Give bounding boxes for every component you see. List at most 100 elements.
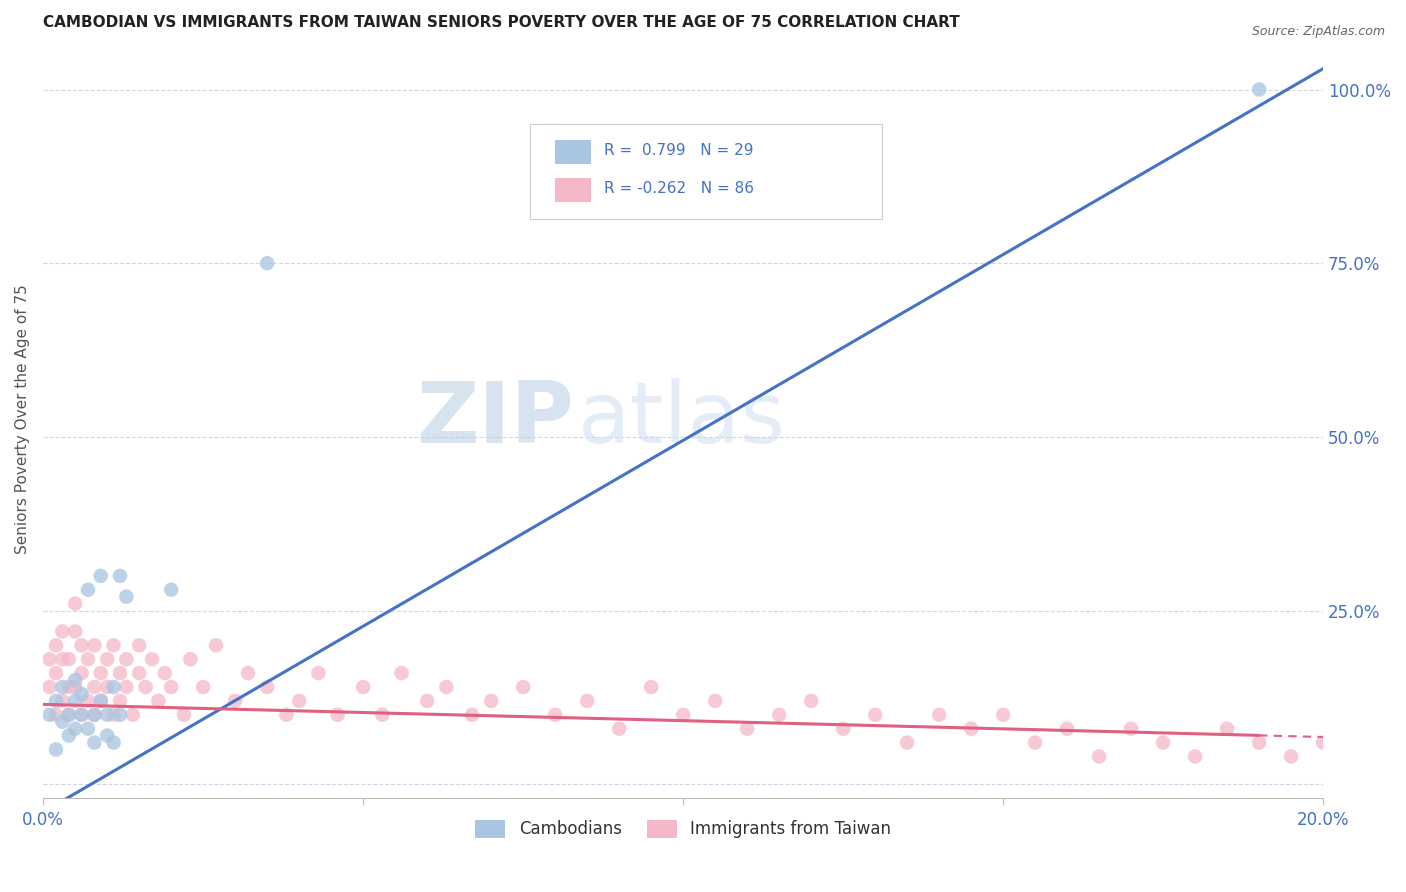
Point xyxy=(391,666,413,681)
Text: Source: ZipAtlas.com: Source: ZipAtlas.com xyxy=(1251,25,1385,38)
Point xyxy=(1216,722,1239,736)
Point xyxy=(141,652,163,666)
Point xyxy=(991,707,1014,722)
Point xyxy=(63,680,86,694)
Point xyxy=(1056,722,1078,736)
Point xyxy=(83,638,105,652)
Point xyxy=(640,680,662,694)
Point xyxy=(38,652,60,666)
Point xyxy=(108,666,131,681)
FancyBboxPatch shape xyxy=(530,124,882,219)
Point xyxy=(63,624,86,639)
Point xyxy=(115,590,138,604)
Point xyxy=(58,707,80,722)
Point xyxy=(1121,722,1143,736)
Point xyxy=(96,729,118,743)
Point xyxy=(70,707,93,722)
Point xyxy=(77,582,100,597)
Point xyxy=(768,707,790,722)
Point xyxy=(160,680,183,694)
Point xyxy=(103,638,125,652)
Point xyxy=(1024,735,1046,749)
Point xyxy=(45,707,67,722)
Point xyxy=(103,707,125,722)
Bar xyxy=(555,140,591,164)
Point xyxy=(83,707,105,722)
Point xyxy=(115,652,138,666)
Point xyxy=(153,666,176,681)
Point xyxy=(1249,82,1271,96)
Point xyxy=(58,729,80,743)
Point xyxy=(70,666,93,681)
Point xyxy=(63,597,86,611)
Text: ZIP: ZIP xyxy=(416,378,575,461)
Point xyxy=(1376,735,1399,749)
Point xyxy=(103,680,125,694)
Point xyxy=(103,735,125,749)
Point xyxy=(70,687,93,701)
Bar xyxy=(555,178,591,202)
Point xyxy=(108,707,131,722)
Point xyxy=(58,707,80,722)
Point xyxy=(512,680,534,694)
Point xyxy=(96,680,118,694)
Point xyxy=(135,680,157,694)
Point xyxy=(544,707,567,722)
Point xyxy=(1184,749,1206,764)
Point xyxy=(193,680,215,694)
Legend: Cambodians, Immigrants from Taiwan: Cambodians, Immigrants from Taiwan xyxy=(467,811,900,847)
Point xyxy=(77,722,100,736)
Point xyxy=(735,722,758,736)
Point xyxy=(38,707,60,722)
Point xyxy=(45,742,67,756)
Point xyxy=(58,652,80,666)
Point xyxy=(45,666,67,681)
Text: R =  0.799   N = 29: R = 0.799 N = 29 xyxy=(603,144,754,158)
Y-axis label: Seniors Poverty Over the Age of 75: Seniors Poverty Over the Age of 75 xyxy=(15,285,30,555)
Point xyxy=(58,680,80,694)
Point xyxy=(1312,735,1334,749)
Point xyxy=(1279,749,1302,764)
Point xyxy=(77,694,100,708)
Point xyxy=(672,707,695,722)
Point xyxy=(70,707,93,722)
Point xyxy=(38,680,60,694)
Point xyxy=(148,694,170,708)
Point xyxy=(288,694,311,708)
Point xyxy=(326,707,349,722)
Point xyxy=(90,569,112,583)
Point xyxy=(63,694,86,708)
Text: R = -0.262   N = 86: R = -0.262 N = 86 xyxy=(603,181,754,196)
Text: atlas: atlas xyxy=(578,378,786,461)
Text: CAMBODIAN VS IMMIGRANTS FROM TAIWAN SENIORS POVERTY OVER THE AGE OF 75 CORRELATI: CAMBODIAN VS IMMIGRANTS FROM TAIWAN SENI… xyxy=(44,15,960,30)
Point xyxy=(90,694,112,708)
Point xyxy=(90,666,112,681)
Point xyxy=(896,735,918,749)
Point xyxy=(416,694,439,708)
Point xyxy=(96,707,118,722)
Point xyxy=(83,707,105,722)
Point xyxy=(800,694,823,708)
Point xyxy=(307,666,329,681)
Point xyxy=(1249,735,1271,749)
Point xyxy=(576,694,599,708)
Point xyxy=(1344,749,1367,764)
Point xyxy=(128,666,150,681)
Point xyxy=(45,638,67,652)
Point xyxy=(108,569,131,583)
Point xyxy=(83,680,105,694)
Point xyxy=(832,722,855,736)
Point xyxy=(83,735,105,749)
Point xyxy=(1152,735,1174,749)
Point xyxy=(224,694,246,708)
Point xyxy=(928,707,950,722)
Point xyxy=(70,638,93,652)
Point xyxy=(77,652,100,666)
Point xyxy=(1088,749,1111,764)
Point xyxy=(51,680,73,694)
Point xyxy=(108,694,131,708)
Point xyxy=(96,652,118,666)
Point xyxy=(434,680,457,694)
Point xyxy=(960,722,983,736)
Point xyxy=(51,714,73,729)
